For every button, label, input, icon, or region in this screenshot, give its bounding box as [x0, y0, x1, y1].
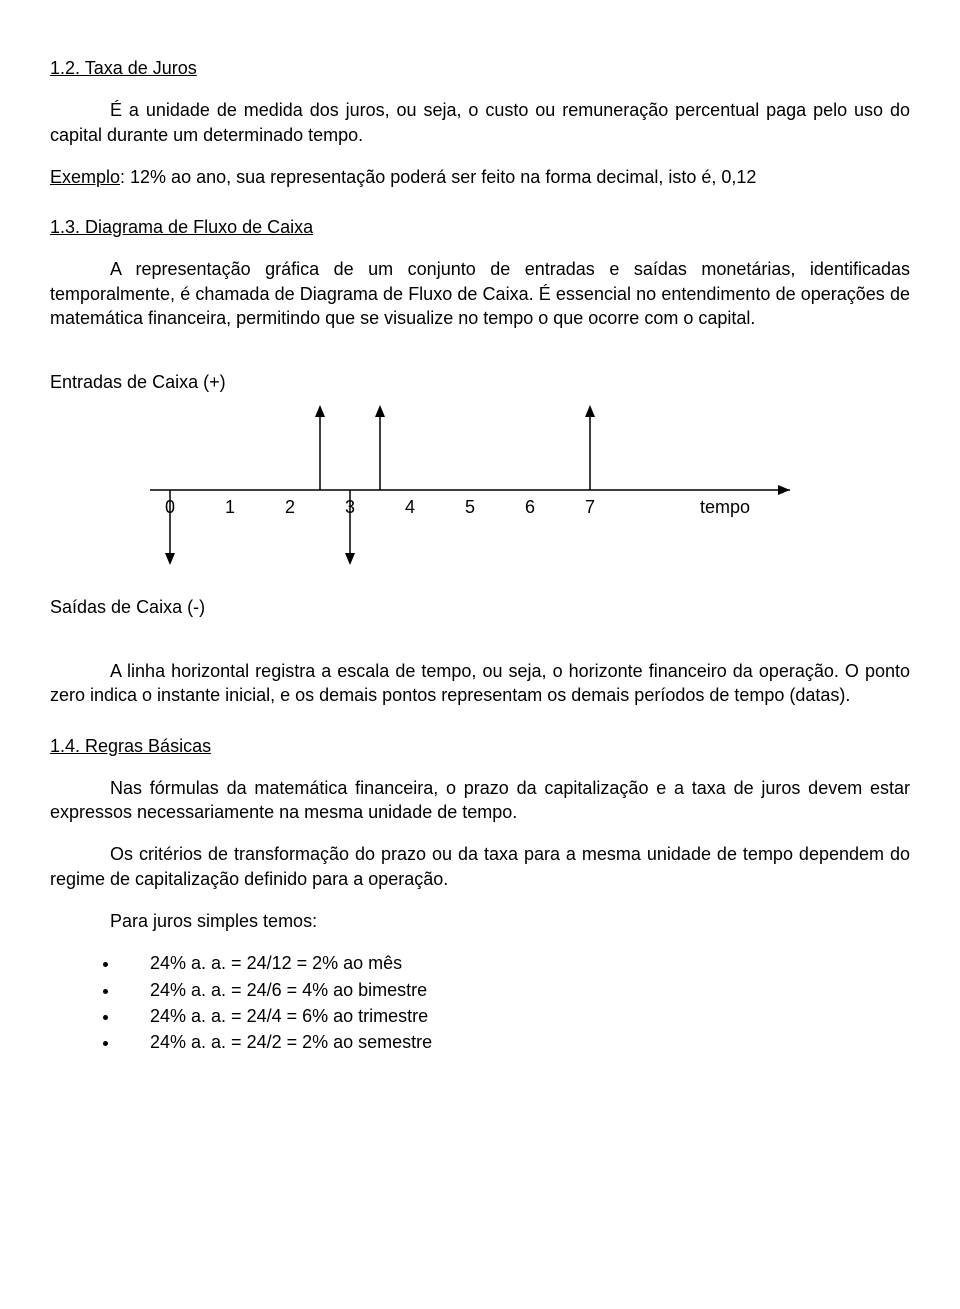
svg-text:1: 1 — [225, 497, 235, 517]
section-1-3-paragraph-1: A representação gráfica de um conjunto d… — [50, 257, 910, 330]
svg-text:7: 7 — [585, 497, 595, 517]
section-1-4-paragraph-2: Os critérios de transformação do prazo o… — [50, 842, 910, 891]
section-1-3-heading: 1.3. Diagrama de Fluxo de Caixa — [50, 215, 910, 239]
list-item: 24% a. a. = 24/2 = 2% ao semestre — [120, 1030, 910, 1054]
section-1-2-paragraph: É a unidade de medida dos juros, ou seja… — [50, 98, 910, 147]
example-label: Exemplo — [50, 167, 120, 187]
conversion-list: 24% a. a. = 24/12 = 2% ao mês 24% a. a. =… — [120, 951, 910, 1054]
svg-text:5: 5 — [465, 497, 475, 517]
svg-text:4: 4 — [405, 497, 415, 517]
section-1-4-paragraph-3: Para juros simples temos: — [110, 909, 910, 933]
svg-text:2: 2 — [285, 497, 295, 517]
list-item: 24% a. a. = 24/4 = 6% ao trimestre — [120, 1004, 910, 1028]
section-1-2-example: Exemplo: 12% ao ano, sua representação p… — [50, 165, 910, 189]
entradas-label: Entradas de Caixa (+) — [50, 370, 910, 394]
cashflow-diagram: Entradas de Caixa (+) 01234567tempo Saíd… — [50, 370, 910, 619]
section-1-4-paragraph-1: Nas fórmulas da matemática financeira, o… — [50, 776, 910, 825]
section-1-4-heading: 1.4. Regras Básicas — [50, 734, 910, 758]
svg-text:tempo: tempo — [700, 497, 750, 517]
example-text: : 12% ao ano, sua representação poderá s… — [120, 167, 756, 187]
section-1-2-heading: 1.2. Taxa de Juros — [50, 56, 910, 80]
cashflow-timeline-svg: 01234567tempo — [50, 395, 810, 565]
list-item: 24% a. a. = 24/6 = 4% ao bimestre — [120, 978, 910, 1002]
svg-text:6: 6 — [525, 497, 535, 517]
section-1-3-paragraph-2: A linha horizontal registra a escala de … — [50, 659, 910, 708]
saidas-label: Saídas de Caixa (-) — [50, 595, 910, 619]
list-item: 24% a. a. = 24/12 = 2% ao mês — [120, 951, 910, 975]
